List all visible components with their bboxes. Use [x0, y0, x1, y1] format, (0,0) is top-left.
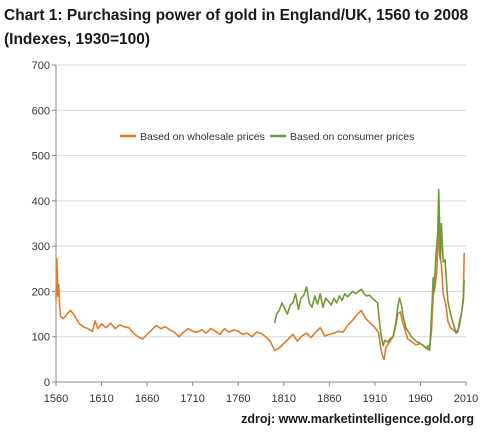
y-tick-label: 200	[32, 286, 50, 298]
x-tick-label: 1810	[272, 393, 296, 405]
y-tick-label: 0	[44, 377, 50, 389]
y-tick-label: 400	[32, 196, 50, 208]
x-tick-label: 1910	[363, 393, 387, 405]
y-tick-label: 100	[32, 332, 50, 344]
legend: Based on wholesale prices Based on consum…	[120, 131, 414, 143]
source-note: zdroj: www.marketintelligence.gold.org	[241, 412, 474, 426]
x-tick-label: 1760	[226, 393, 250, 405]
x-tick-label: 1560	[44, 393, 68, 405]
x-tick-label: 1710	[180, 393, 204, 405]
x-tick-label: 1960	[408, 393, 432, 405]
legend-label: Based on consumer prices	[290, 131, 414, 143]
y-tick-label: 700	[32, 60, 50, 72]
axes: 0 100 200 300 400 500 600 700 1560 1610 1660 1710 17…	[32, 60, 479, 405]
y-tick-label: 300	[32, 241, 50, 253]
y-tick-label: 500	[32, 151, 50, 163]
series-line-wholesale	[55, 225, 465, 361]
x-tick-label: 1660	[135, 393, 159, 405]
grid-lines	[56, 64, 466, 338]
legend-label: Based on wholesale prices	[140, 131, 265, 143]
series-line-consumer	[273, 188, 465, 352]
chart-title: Chart 1: Purchasing power of gold in Eng…	[4, 7, 469, 48]
x-tick-label: 1860	[317, 393, 341, 405]
x-tick-label: 2010	[454, 393, 478, 405]
x-tick-label: 1610	[89, 393, 113, 405]
series-lines	[55, 188, 465, 361]
y-tick-label: 600	[32, 105, 50, 117]
